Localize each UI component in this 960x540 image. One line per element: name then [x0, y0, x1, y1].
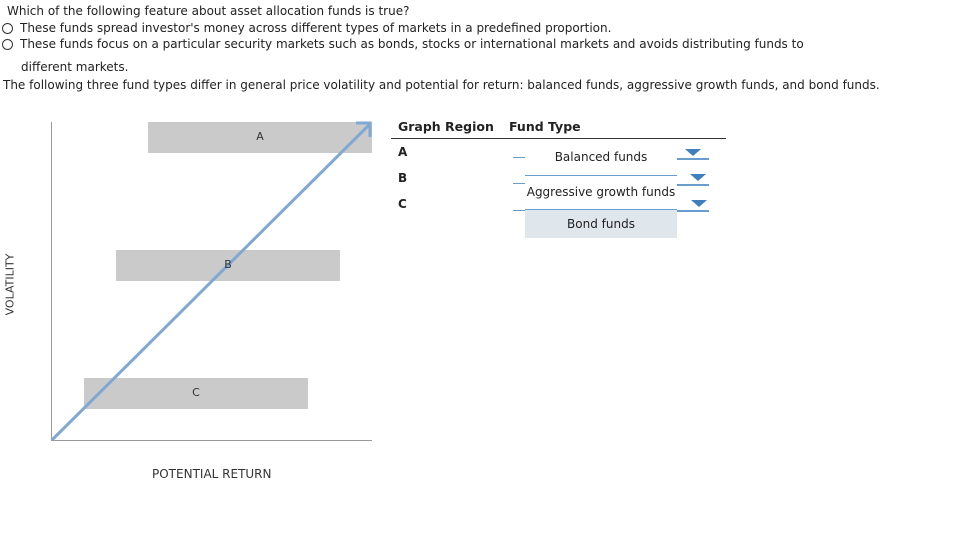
dropdown-c-chevron-down-icon[interactable] [691, 200, 707, 207]
dropdown-a-chevron-down-icon[interactable] [685, 149, 701, 156]
answer-chip-aggressive-growth[interactable]: Aggressive growth funds [526, 185, 676, 199]
table-header-divider [391, 138, 726, 139]
row-label-a: A [398, 145, 408, 159]
x-axis [51, 440, 372, 441]
radio-button[interactable] [2, 22, 13, 34]
answer-slot-1-underline [525, 175, 677, 176]
answer-option-1[interactable]: These funds spread investor's money acro… [2, 21, 611, 35]
column-header-graph-region: Graph Region [398, 119, 494, 134]
option-label: These funds spread investor's money acro… [20, 21, 612, 35]
answer-slot-3-line [513, 210, 525, 211]
region-a-label: A [256, 130, 264, 143]
column-header-fund-type: Fund Type [509, 119, 581, 134]
answer-chip-bond[interactable]: Bond funds [525, 210, 677, 238]
question-text: Which of the following feature about ass… [7, 4, 410, 18]
dropdown-a-underline [677, 158, 709, 160]
region-a-band [148, 122, 372, 153]
row-label-b: B [398, 171, 408, 185]
option-label-continued: different markets. [21, 61, 129, 71]
answer-slot-1-line [513, 157, 525, 158]
region-c-label: C [192, 386, 200, 399]
answer-option-2[interactable]: These funds focus on a particular securi… [2, 37, 804, 51]
answer-slot-2-underline [525, 209, 677, 210]
region-c-band [84, 378, 308, 409]
instruction-text: The following three fund types differ in… [3, 78, 880, 92]
dropdown-b-underline [677, 184, 709, 186]
answer-slot-2-line [513, 183, 525, 184]
y-axis-label: VOLATILITY [3, 253, 17, 316]
dropdown-b-chevron-down-icon[interactable] [690, 174, 706, 181]
answer-chip-bond-label: Bond funds [567, 217, 635, 231]
y-axis [51, 122, 52, 441]
answer-chip-balanced[interactable]: Balanced funds [554, 150, 648, 164]
x-axis-label: POTENTIAL RETURN [152, 467, 272, 481]
dropdown-c-underline [677, 210, 709, 212]
row-label-c: C [398, 197, 407, 211]
radio-button[interactable] [2, 38, 13, 50]
option-label: These funds focus on a particular securi… [20, 37, 804, 51]
region-b-label: B [224, 258, 232, 271]
trend-arrow [50, 121, 372, 442]
